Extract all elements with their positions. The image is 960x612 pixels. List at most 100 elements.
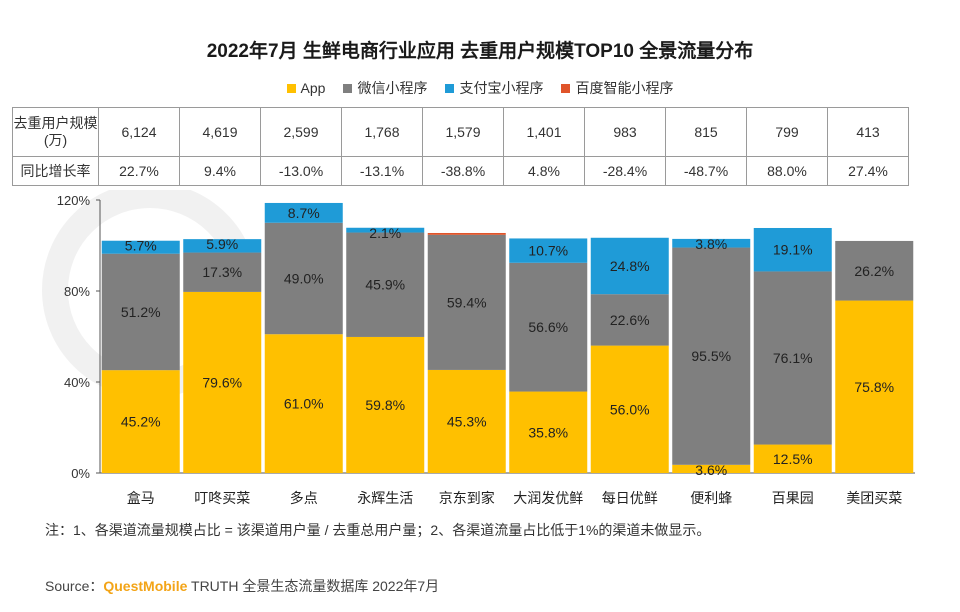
bar-segment	[509, 391, 588, 473]
data-label: 49.0%	[284, 270, 324, 286]
bar-segment	[835, 240, 914, 301]
bar-segment	[427, 234, 506, 370]
growth-row: 同比增长率 22.7% 9.4% -13.0% -13.1% -38.8% 4.8% -28…	[12, 156, 909, 186]
stacked-bar-chart: 0% 40% 80% 120% 45.2% 51.2% 5.7% 盒马 79.6% 17.3% 5.…	[42, 190, 915, 506]
legend-swatch	[445, 83, 455, 93]
growth-cell: -13.0%	[260, 156, 342, 186]
bar-segment	[101, 370, 180, 473]
data-label: 76.1%	[773, 350, 813, 366]
y-tick-label: 80%	[64, 284, 90, 299]
data-label: 35.8%	[528, 424, 568, 440]
legend-item: 百度智能小程序	[561, 78, 673, 98]
data-label: 12.5%	[773, 451, 813, 467]
bar-segment	[346, 336, 425, 473]
legend-label: App	[300, 80, 326, 96]
data-label: 79.6%	[202, 374, 242, 390]
bar-segment	[753, 444, 832, 473]
data-label: 45.9%	[365, 277, 405, 293]
legend-swatch	[343, 83, 353, 93]
bar-segment	[264, 334, 343, 473]
data-label: 75.8%	[854, 379, 894, 395]
users-cell: 1,401	[503, 107, 585, 157]
bar-segment	[427, 232, 506, 235]
data-label: 22.6%	[610, 312, 650, 328]
data-label: 19.1%	[773, 242, 813, 258]
users-row: 去重用户规模(万) 6,124 4,619 2,599 1,768 1,579 1,401…	[12, 107, 909, 157]
bar-segment	[264, 222, 343, 335]
growth-cell: 9.4%	[179, 156, 261, 186]
users-row-label: 去重用户规模(万)	[12, 107, 99, 157]
bar-segment	[672, 247, 751, 465]
footnote: 注：1、各渠道流量规模占比 = 该渠道用户量 / 去重总用户量；2、各渠道流量占…	[45, 522, 711, 538]
growth-cell: -28.4%	[584, 156, 666, 186]
category-label: 盒马	[127, 490, 155, 506]
bar-segment	[346, 227, 425, 233]
data-label: 45.3%	[447, 413, 487, 429]
bar-segment	[183, 252, 262, 292]
data-label: 3.6%	[695, 462, 727, 478]
data-label: 51.2%	[121, 304, 161, 320]
category-label: 多点	[290, 490, 318, 506]
growth-cell: 88.0%	[746, 156, 828, 186]
category-label: 大润发优鲜	[513, 490, 583, 506]
data-label: 26.2%	[854, 263, 894, 279]
y-tick-label: 120%	[57, 193, 91, 208]
legend-swatch	[286, 83, 296, 93]
bar-segment	[346, 232, 425, 337]
growth-cell: 22.7%	[98, 156, 180, 186]
bar-segment	[835, 300, 914, 473]
data-label: 8.7%	[288, 205, 320, 221]
legend-item: App	[286, 78, 326, 98]
bar-segment	[101, 253, 180, 371]
bar-segment	[509, 238, 588, 263]
bar-segment	[183, 291, 262, 473]
data-label: 56.0%	[610, 401, 650, 417]
bar-segment	[264, 202, 343, 223]
bar-segment	[509, 262, 588, 392]
data-label: 10.7%	[528, 243, 568, 259]
data-label: 61.0%	[284, 396, 324, 412]
category-label: 每日优鲜	[602, 490, 658, 506]
data-label: 59.4%	[447, 294, 487, 310]
users-cell: 815	[665, 107, 747, 157]
bar-segment	[427, 369, 506, 473]
bar-segment	[672, 464, 751, 473]
data-label: 56.6%	[528, 319, 568, 335]
legend: App 微信小程序 支付宝小程序 百度智能小程序	[0, 78, 960, 98]
users-cell: 4,619	[179, 107, 261, 157]
data-label: 5.7%	[125, 238, 157, 254]
legend-label: 支付宝小程序	[459, 80, 544, 96]
growth-cell: -13.1%	[341, 156, 423, 186]
y-tick-label: 0%	[71, 466, 90, 481]
users-cell: 413	[827, 107, 909, 157]
legend-item: 微信小程序	[343, 78, 427, 98]
growth-row-label: 同比增长率	[12, 156, 99, 186]
bar-segment	[753, 271, 832, 445]
category-label: 永辉生活	[357, 490, 413, 506]
data-label: 95.5%	[691, 348, 731, 364]
legend-swatch	[561, 83, 571, 93]
bar-segment	[590, 237, 669, 295]
users-cell: 6,124	[98, 107, 180, 157]
bar-segment	[101, 240, 180, 254]
growth-cell: -48.7%	[665, 156, 747, 186]
data-label: 45.2%	[121, 414, 161, 430]
data-label: 2.1%	[369, 225, 401, 241]
users-cell: 983	[584, 107, 666, 157]
bar-segment	[590, 345, 669, 473]
category-label: 美团买菜	[846, 490, 902, 506]
data-label: 5.9%	[206, 236, 238, 252]
bar-segment	[183, 239, 262, 253]
data-label: 3.8%	[695, 236, 727, 252]
category-label: 便利蜂	[690, 490, 732, 506]
category-label: 百果园	[772, 490, 814, 506]
growth-cell: -38.8%	[422, 156, 504, 186]
users-cell: 799	[746, 107, 828, 157]
data-label: 17.3%	[202, 264, 242, 280]
legend-item: 支付宝小程序	[445, 78, 543, 98]
users-cell: 1,579	[422, 107, 504, 157]
legend-label: 微信小程序	[357, 80, 428, 96]
y-tick-label: 40%	[64, 375, 90, 390]
data-label: 59.8%	[365, 397, 405, 413]
brand-name: QuestMobile	[103, 578, 188, 594]
